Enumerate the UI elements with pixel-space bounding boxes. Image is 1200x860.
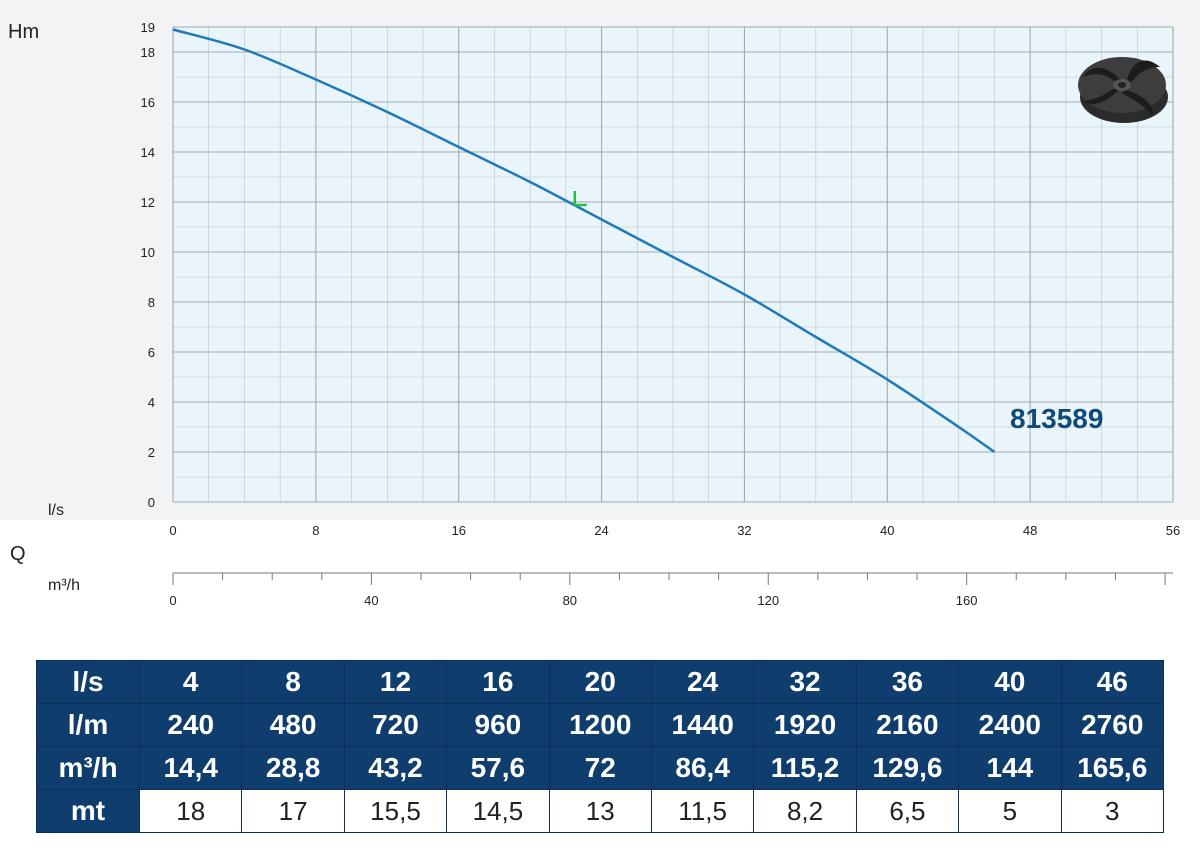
table-cell: 20 [548, 660, 652, 704]
table-cell: 144 [958, 746, 1062, 790]
x2-tick-label: 160 [956, 593, 978, 608]
y-tick-label: 0 [148, 495, 155, 510]
table-cell: 5 [958, 789, 1062, 833]
x-tick-label: 0 [169, 523, 176, 538]
table-cell: 1920 [753, 703, 857, 747]
table-cell: 2400 [958, 703, 1062, 747]
table-cell: 960 [446, 703, 550, 747]
row-header: l/m [36, 703, 140, 747]
table-cell: 12 [343, 660, 448, 704]
performance-table: l/s 4 8 12 16 20 24 32 36 40 46 l/m 240 480 720 960 1200… [36, 660, 1165, 833]
table-cell: 6,5 [855, 789, 960, 833]
series-line [172, 28, 996, 454]
x-axis-label: Q [10, 543, 26, 565]
row-header: mt [36, 789, 140, 833]
table-cell: 46 [1060, 660, 1165, 704]
y-tick-label: 8 [148, 295, 155, 310]
table-cell: 11,5 [650, 789, 755, 833]
x-tick-label: 24 [594, 523, 608, 538]
y-tick-label: 4 [148, 395, 155, 410]
table-cell: 129,6 [855, 746, 960, 790]
table-cell: 86,4 [650, 746, 755, 790]
table-cell: 8,2 [753, 789, 857, 833]
x2-tick-label: 40 [364, 593, 378, 608]
table-cell: 43,2 [343, 746, 448, 790]
table-row: mt 18 17 15,5 14,5 13 11,5 8,2 6,5 5 3 [36, 789, 1165, 833]
table-cell: 32 [753, 660, 857, 704]
y-tick-label: 10 [141, 245, 155, 260]
x-tick-label: 48 [1023, 523, 1037, 538]
table-cell: 2760 [1060, 703, 1165, 747]
table-cell: 36 [855, 660, 960, 704]
label-layer: Hm Q l/s m³/h 813589 [8, 21, 1103, 594]
series-label: 813589 [1010, 403, 1103, 434]
table-cell: 13 [548, 789, 652, 833]
table-cell: 18 [138, 789, 243, 833]
x-unit-top: l/s [48, 502, 64, 519]
table-cell: 40 [958, 660, 1062, 704]
table-row: l/s 4 8 12 16 20 24 32 36 40 46 [36, 660, 1165, 704]
table-cell: 24 [650, 660, 755, 704]
table-cell: 3 [1060, 789, 1165, 833]
x-tick-label: 56 [1166, 523, 1180, 538]
x-tick-label: 8 [312, 523, 319, 538]
table-cell: 115,2 [753, 746, 857, 790]
impeller-icon [1078, 57, 1168, 123]
table-cell: 14,5 [446, 789, 550, 833]
x2-tick-label: 120 [757, 593, 779, 608]
table-cell: 28,8 [241, 746, 345, 790]
y-tick-label: 6 [148, 345, 155, 360]
pump-curve-chart: 0 2 4 6 8 10 12 14 16 18 19 0 8 16 24 32 40 48 56 0 40 80 120 1… [0, 0, 1200, 608]
table-cell: 17 [241, 789, 345, 833]
x2-tick-label: 0 [169, 593, 176, 608]
table-cell: 15,5 [343, 789, 448, 833]
table-cell: 4 [138, 660, 243, 704]
y-tick-label: 14 [141, 145, 155, 160]
y-tick-label: 19 [141, 20, 155, 35]
table-cell: 2160 [855, 703, 960, 747]
y-tick-label: 12 [141, 195, 155, 210]
x-tick-label: 16 [451, 523, 465, 538]
y-tick-label: 18 [141, 45, 155, 60]
table-cell: 1440 [650, 703, 755, 747]
table-cell: 1200 [548, 703, 652, 747]
table-cell: 240 [138, 703, 243, 747]
x-tick-label: 40 [880, 523, 894, 538]
table-cell: 16 [446, 660, 550, 704]
row-header: l/s [36, 660, 140, 704]
y-tick-label: 2 [148, 445, 155, 460]
row-header: m³/h [36, 746, 140, 790]
y-tick-label: 16 [141, 95, 155, 110]
table-cell: 72 [548, 746, 652, 790]
table-cell: 14,4 [138, 746, 243, 790]
y-axis-label: Hm [8, 21, 39, 43]
table-cell: 720 [343, 703, 448, 747]
x-tick-label: 32 [737, 523, 751, 538]
table-row: l/m 240 480 720 960 1200 1440 1920 2160 2400 2760 [36, 703, 1165, 747]
table-cell: 165,6 [1060, 746, 1165, 790]
marker-l [573, 191, 587, 207]
table-row: m³/h 14,4 28,8 43,2 57,6 72 86,4 115,2 129,6 144 1… [36, 746, 1165, 790]
table-cell: 8 [241, 660, 345, 704]
table-cell: 57,6 [446, 746, 550, 790]
grid-layer [172, 26, 1174, 503]
x-unit-bottom: m³/h [48, 577, 80, 594]
curve-layer [172, 28, 996, 454]
x2-tick-label: 80 [563, 593, 577, 608]
table-cell: 480 [241, 703, 345, 747]
